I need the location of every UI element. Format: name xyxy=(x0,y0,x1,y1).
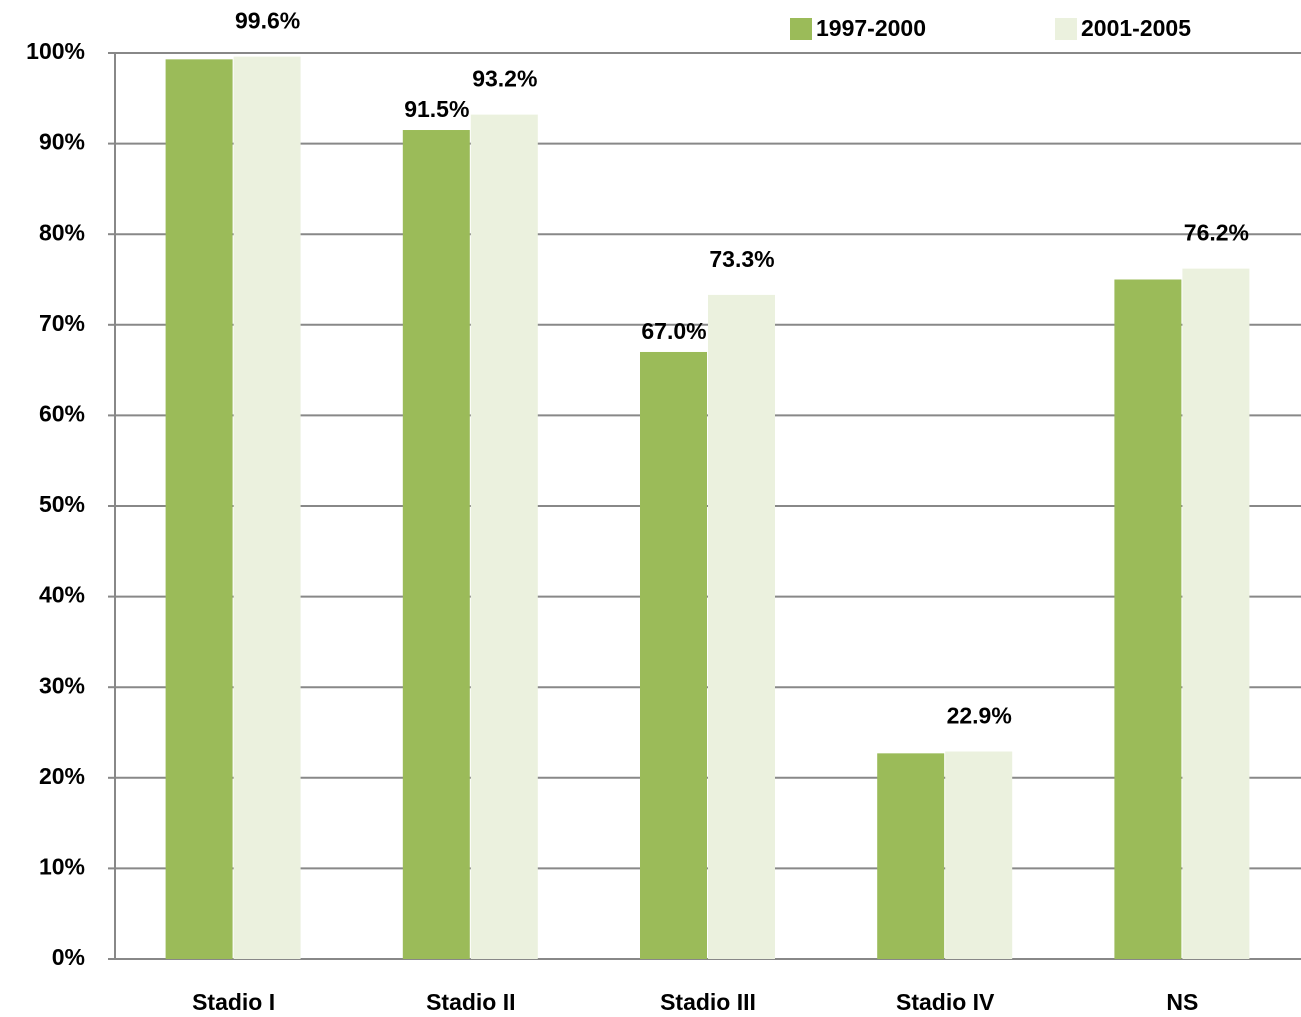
x-tick-label: NS xyxy=(1166,989,1198,1015)
bar xyxy=(1182,268,1250,959)
y-tick-label: 0% xyxy=(52,944,85,970)
bar xyxy=(877,753,945,959)
data-label: 99.6% xyxy=(235,8,300,34)
bar xyxy=(708,294,775,960)
bar xyxy=(945,751,1013,959)
x-tick-label: Stadio IV xyxy=(896,989,995,1015)
data-label: 93.2% xyxy=(472,66,537,92)
bar xyxy=(470,114,538,959)
x-tick-label: Stadio II xyxy=(426,989,515,1015)
data-label: 67.0% xyxy=(641,318,706,344)
data-label: 76.2% xyxy=(1184,220,1249,246)
bar xyxy=(1114,279,1182,959)
bar xyxy=(233,56,301,959)
y-tick-label: 80% xyxy=(39,219,85,245)
bar xyxy=(165,59,233,960)
x-tick-label: Stadio I xyxy=(192,989,275,1015)
legend-label: 1997-2000 xyxy=(816,15,926,41)
y-tick-label: 70% xyxy=(39,310,85,336)
y-tick-label: 20% xyxy=(39,763,85,789)
y-tick-label: 40% xyxy=(39,582,85,608)
x-tick-label: Stadio III xyxy=(660,989,756,1015)
data-label: 73.3% xyxy=(709,246,774,272)
y-tick-label: 100% xyxy=(26,38,85,64)
bar xyxy=(402,130,470,959)
legend-swatch xyxy=(1055,18,1077,40)
y-tick-label: 50% xyxy=(39,491,85,517)
y-tick-label: 30% xyxy=(39,672,85,698)
data-label: 91.5% xyxy=(404,96,469,122)
bar xyxy=(640,351,707,960)
legend-label: 2001-2005 xyxy=(1081,15,1191,41)
y-tick-label: 60% xyxy=(39,400,85,426)
y-tick-label: 90% xyxy=(39,129,85,155)
legend-swatch xyxy=(790,18,812,40)
y-tick-label: 10% xyxy=(39,853,85,879)
data-label: 22.9% xyxy=(947,703,1012,729)
